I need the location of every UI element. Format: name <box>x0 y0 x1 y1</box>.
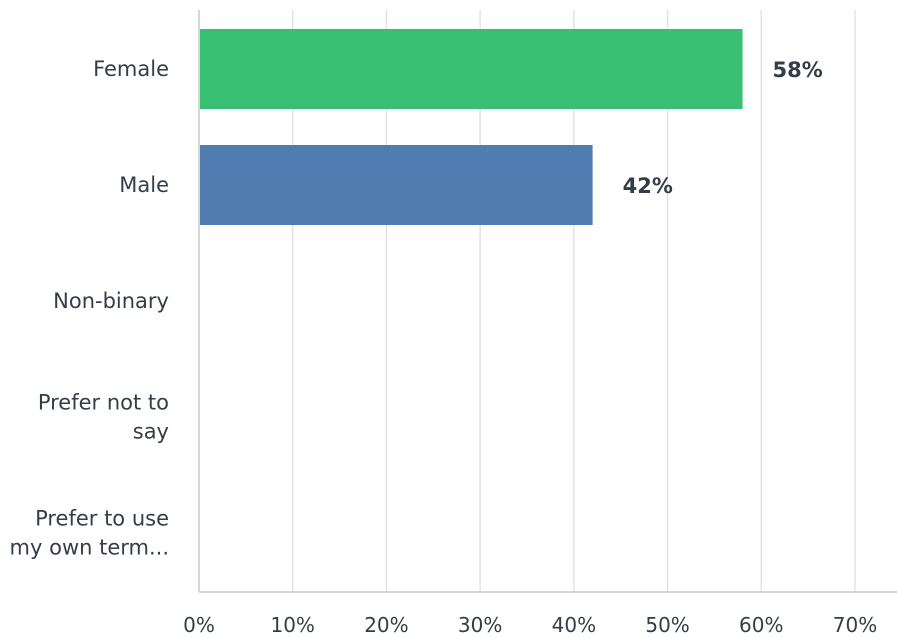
bar-0 <box>200 29 743 109</box>
x-tick-label: 40% <box>552 613 596 637</box>
x-tick-label: 30% <box>458 613 502 637</box>
category-label: Prefer to use <box>35 507 169 531</box>
data-label: 42% <box>623 174 673 198</box>
bar-1 <box>200 145 593 225</box>
category-label: my own term... <box>10 536 169 560</box>
x-tick-label: 0% <box>183 613 215 637</box>
category-label: Female <box>93 57 169 81</box>
x-tick-label: 10% <box>270 613 314 637</box>
x-tick-label: 20% <box>364 613 408 637</box>
category-label: say <box>133 420 169 444</box>
x-tick-label: 60% <box>739 613 783 637</box>
data-label: 58% <box>773 58 823 82</box>
x-tick-label: 70% <box>833 613 877 637</box>
category-label: Non-binary <box>53 289 169 313</box>
category-label: Prefer not to <box>38 391 169 415</box>
category-label: Male <box>119 173 169 197</box>
labels: 0% 10% 20% 30% 40% 50% 60% 70% Female 58% Male 42% N… <box>10 57 878 637</box>
bars <box>200 29 743 225</box>
x-tick-label: 50% <box>645 613 689 637</box>
axes <box>198 10 897 593</box>
